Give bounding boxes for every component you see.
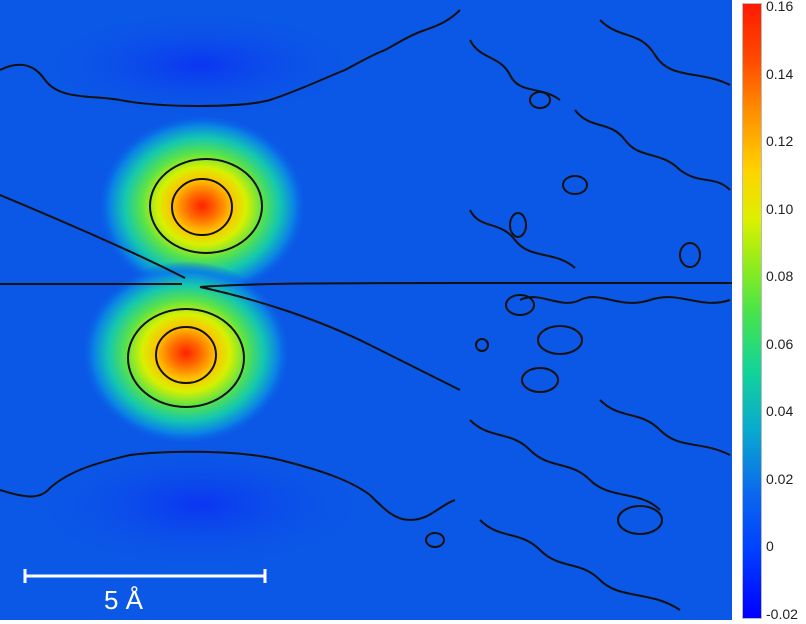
contour-noise-2 (574, 109, 731, 191)
colorbar-tick-label: -0.02 (766, 606, 798, 622)
low-region-bottom (30, 440, 370, 570)
colorbar-tick-label: 0.16 (766, 0, 794, 14)
colorbar-tick-label: 0.14 (766, 65, 794, 82)
contour-noise-4 (599, 19, 731, 86)
contour-bottom-lobe (0, 450, 456, 522)
contour-noise-5 (469, 419, 661, 511)
contour-island-7 (475, 338, 489, 352)
contour-island-5 (521, 367, 559, 393)
colorbar-tick-label: 0.08 (766, 268, 794, 285)
contour-island-3 (505, 294, 535, 316)
colorbar-tick-label: 0.10 (766, 200, 794, 217)
contour-island-6 (617, 505, 663, 535)
contour-island-8 (425, 532, 445, 548)
contour-noise-3 (469, 209, 576, 269)
contour-noise-7 (599, 399, 731, 456)
colorbar-tick-label: 0 (766, 538, 774, 555)
colorbar (742, 3, 762, 619)
contour-diagonal-upper (0, 194, 186, 279)
contour-diagonal-lower (199, 286, 461, 391)
colorbar-tick-label: 0.04 (766, 403, 794, 420)
density-peak-upper (97, 114, 307, 298)
heatmap-plot (0, 0, 732, 620)
contour-island-4 (537, 325, 583, 355)
scale-bar-label: 5 Å (104, 585, 144, 615)
contour-lines (0, 9, 732, 611)
density-peak-lower (81, 261, 291, 445)
low-region-top (40, 10, 360, 120)
contour-noise-8 (519, 296, 731, 304)
contour-lower-outer (127, 308, 245, 408)
colorbar-tick-label: 0.12 (766, 133, 794, 150)
contour-top-lobe (0, 9, 461, 107)
colorbar-tick-label: 0.06 (766, 335, 794, 352)
scale-bar (23, 569, 267, 583)
contour-island-2 (509, 212, 527, 238)
contour-island-1 (529, 91, 551, 109)
contour-upper-inner (171, 178, 233, 236)
contour-island-9 (679, 242, 701, 268)
colorbar-tick-label: 0.02 (766, 470, 794, 487)
contour-island-10 (562, 175, 588, 195)
contour-lower-inner (155, 326, 217, 384)
contour-midline (0, 281, 732, 288)
contour-upper-outer (149, 158, 263, 254)
contour-noise-6 (479, 519, 681, 611)
